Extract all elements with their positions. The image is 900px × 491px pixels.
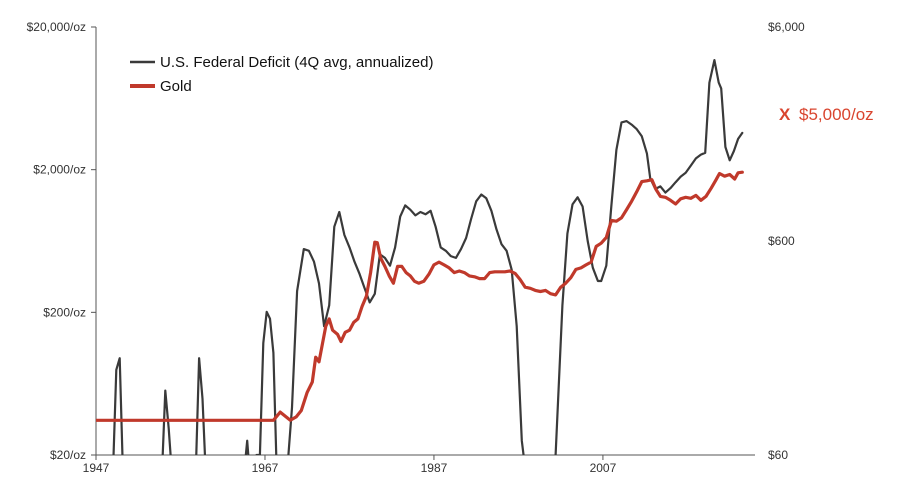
axes xyxy=(95,27,755,456)
series-layer xyxy=(96,58,744,455)
left-tick-label: $20,000/oz xyxy=(27,20,86,34)
legend-label-deficit: U.S. Federal Deficit (4Q avg, annualized… xyxy=(160,54,433,71)
series-line-gold xyxy=(96,170,744,422)
legend-item-gold: Gold xyxy=(130,78,192,95)
x-axis-ticks: 1947 1967 1987 2007 xyxy=(83,455,617,475)
right-tick-label: $60 xyxy=(768,448,788,462)
left-axis-ticks: $20/oz $200/oz $2,000/oz $20,000/oz xyxy=(27,20,96,462)
left-tick-label: $2,000/oz xyxy=(33,163,86,177)
right-tick-label: $6,000 xyxy=(768,20,805,34)
annotation-marker: X xyxy=(779,105,791,124)
legend-label-gold: Gold xyxy=(160,78,192,95)
right-axis-ticks: $60 $600 $6,000 xyxy=(768,20,805,462)
x-tick-label: 1967 xyxy=(252,461,279,475)
left-tick-label: $200/oz xyxy=(43,305,86,319)
x-tick-label: 2007 xyxy=(590,461,617,475)
annotation-label: $5,000/oz xyxy=(799,105,874,124)
right-tick-label: $600 xyxy=(768,234,795,248)
x-tick-label: 1987 xyxy=(421,461,448,475)
x-tick-label: 1947 xyxy=(83,461,110,475)
left-tick-label: $20/oz xyxy=(50,448,86,462)
legend-item-deficit: U.S. Federal Deficit (4Q avg, annualized… xyxy=(130,54,433,71)
series-line-deficit xyxy=(112,58,744,455)
legend: U.S. Federal Deficit (4Q avg, annualized… xyxy=(130,54,433,95)
price-target-annotation: X $5,000/oz xyxy=(779,105,874,124)
